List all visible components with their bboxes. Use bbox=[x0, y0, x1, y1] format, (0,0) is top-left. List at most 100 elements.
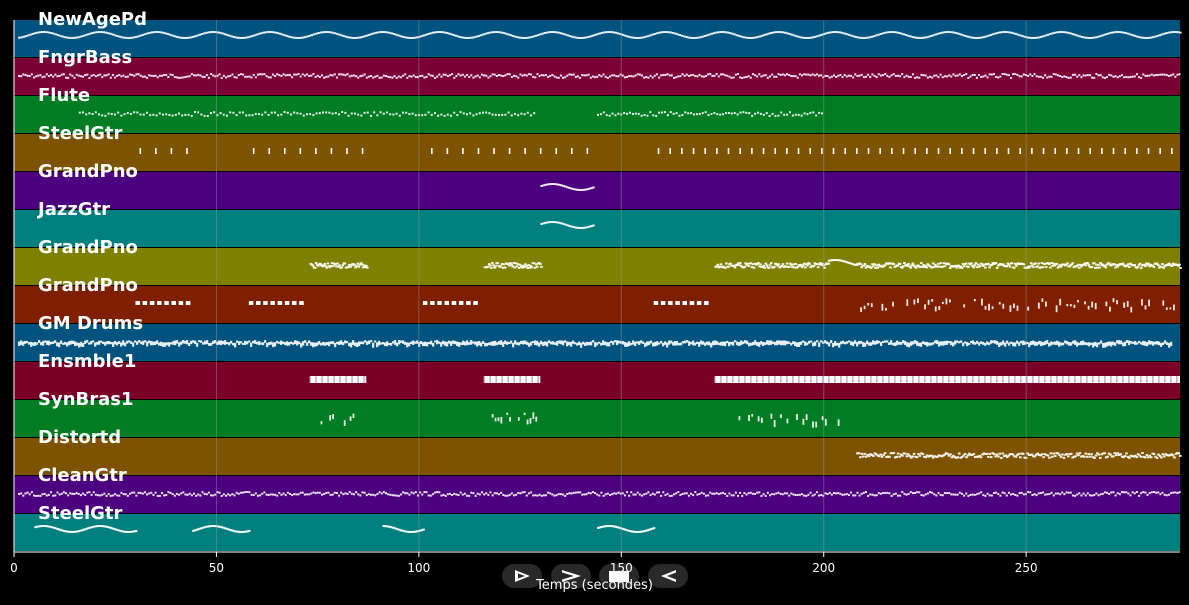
note bbox=[827, 31, 830, 34]
note bbox=[685, 492, 688, 495]
note bbox=[1105, 263, 1109, 266]
note bbox=[155, 114, 158, 117]
note bbox=[946, 452, 949, 455]
note bbox=[62, 342, 65, 345]
note bbox=[765, 112, 768, 115]
note bbox=[824, 418, 827, 426]
note bbox=[944, 340, 947, 346]
note bbox=[171, 114, 174, 117]
note bbox=[1013, 303, 1015, 309]
note bbox=[802, 36, 805, 39]
note bbox=[936, 455, 939, 458]
note bbox=[1152, 491, 1155, 494]
note bbox=[118, 341, 121, 345]
note bbox=[1036, 452, 1040, 455]
note bbox=[679, 493, 682, 496]
note bbox=[962, 454, 965, 457]
note bbox=[150, 74, 153, 77]
note bbox=[720, 341, 723, 346]
note bbox=[832, 74, 835, 77]
note bbox=[662, 31, 666, 34]
stop-button[interactable] bbox=[599, 564, 639, 588]
note bbox=[749, 76, 752, 79]
note bbox=[61, 35, 64, 38]
note bbox=[961, 262, 965, 265]
note bbox=[491, 113, 494, 116]
note bbox=[88, 32, 92, 35]
note bbox=[669, 148, 671, 154]
note bbox=[1013, 455, 1016, 458]
note bbox=[404, 492, 407, 495]
note bbox=[443, 114, 446, 117]
note bbox=[500, 74, 503, 77]
note bbox=[802, 340, 805, 343]
note bbox=[941, 31, 944, 34]
note bbox=[677, 75, 680, 78]
note bbox=[354, 342, 357, 347]
note bbox=[1148, 492, 1151, 495]
note bbox=[1112, 75, 1115, 78]
note bbox=[318, 75, 321, 78]
note bbox=[403, 530, 406, 533]
note bbox=[1157, 266, 1161, 269]
note bbox=[864, 266, 868, 269]
note-gap bbox=[1002, 375, 1004, 384]
note bbox=[438, 341, 441, 344]
note bbox=[431, 493, 434, 496]
note bbox=[1052, 452, 1056, 455]
note bbox=[560, 222, 563, 225]
note bbox=[180, 36, 183, 39]
note bbox=[574, 491, 577, 494]
note bbox=[458, 301, 464, 305]
note bbox=[540, 340, 543, 345]
note bbox=[315, 148, 317, 154]
note bbox=[876, 266, 879, 269]
note bbox=[608, 494, 611, 497]
note bbox=[103, 74, 106, 77]
note bbox=[365, 264, 368, 267]
note bbox=[869, 453, 872, 456]
note bbox=[199, 494, 202, 497]
note-gap bbox=[972, 375, 974, 384]
note bbox=[522, 264, 525, 267]
note bbox=[1170, 453, 1173, 456]
note bbox=[459, 491, 462, 494]
note bbox=[1112, 298, 1115, 303]
note bbox=[256, 73, 259, 76]
note bbox=[807, 73, 810, 76]
note bbox=[890, 340, 893, 345]
play-button[interactable] bbox=[502, 564, 542, 588]
note bbox=[746, 262, 750, 265]
note bbox=[590, 341, 593, 346]
note bbox=[503, 266, 507, 269]
note bbox=[644, 342, 647, 347]
note bbox=[1093, 266, 1097, 269]
note bbox=[1090, 36, 1093, 39]
note bbox=[879, 492, 882, 495]
back-button[interactable] bbox=[648, 564, 688, 588]
note bbox=[200, 340, 203, 343]
note bbox=[915, 456, 919, 459]
note bbox=[850, 341, 853, 346]
note bbox=[1108, 73, 1111, 76]
note bbox=[319, 262, 322, 265]
note bbox=[736, 73, 739, 76]
note bbox=[758, 35, 762, 38]
note-gap bbox=[1116, 375, 1118, 384]
note bbox=[746, 340, 749, 345]
note bbox=[522, 340, 525, 345]
note bbox=[990, 73, 993, 76]
note bbox=[986, 341, 989, 345]
note bbox=[1080, 35, 1084, 38]
note bbox=[580, 36, 583, 39]
note bbox=[357, 493, 360, 496]
note bbox=[461, 493, 464, 496]
note bbox=[393, 75, 396, 78]
note bbox=[63, 36, 67, 39]
note bbox=[534, 340, 537, 346]
note bbox=[162, 342, 165, 347]
note bbox=[735, 263, 739, 266]
next-button[interactable] bbox=[551, 564, 591, 588]
track-band bbox=[14, 172, 1180, 209]
note bbox=[584, 226, 587, 229]
